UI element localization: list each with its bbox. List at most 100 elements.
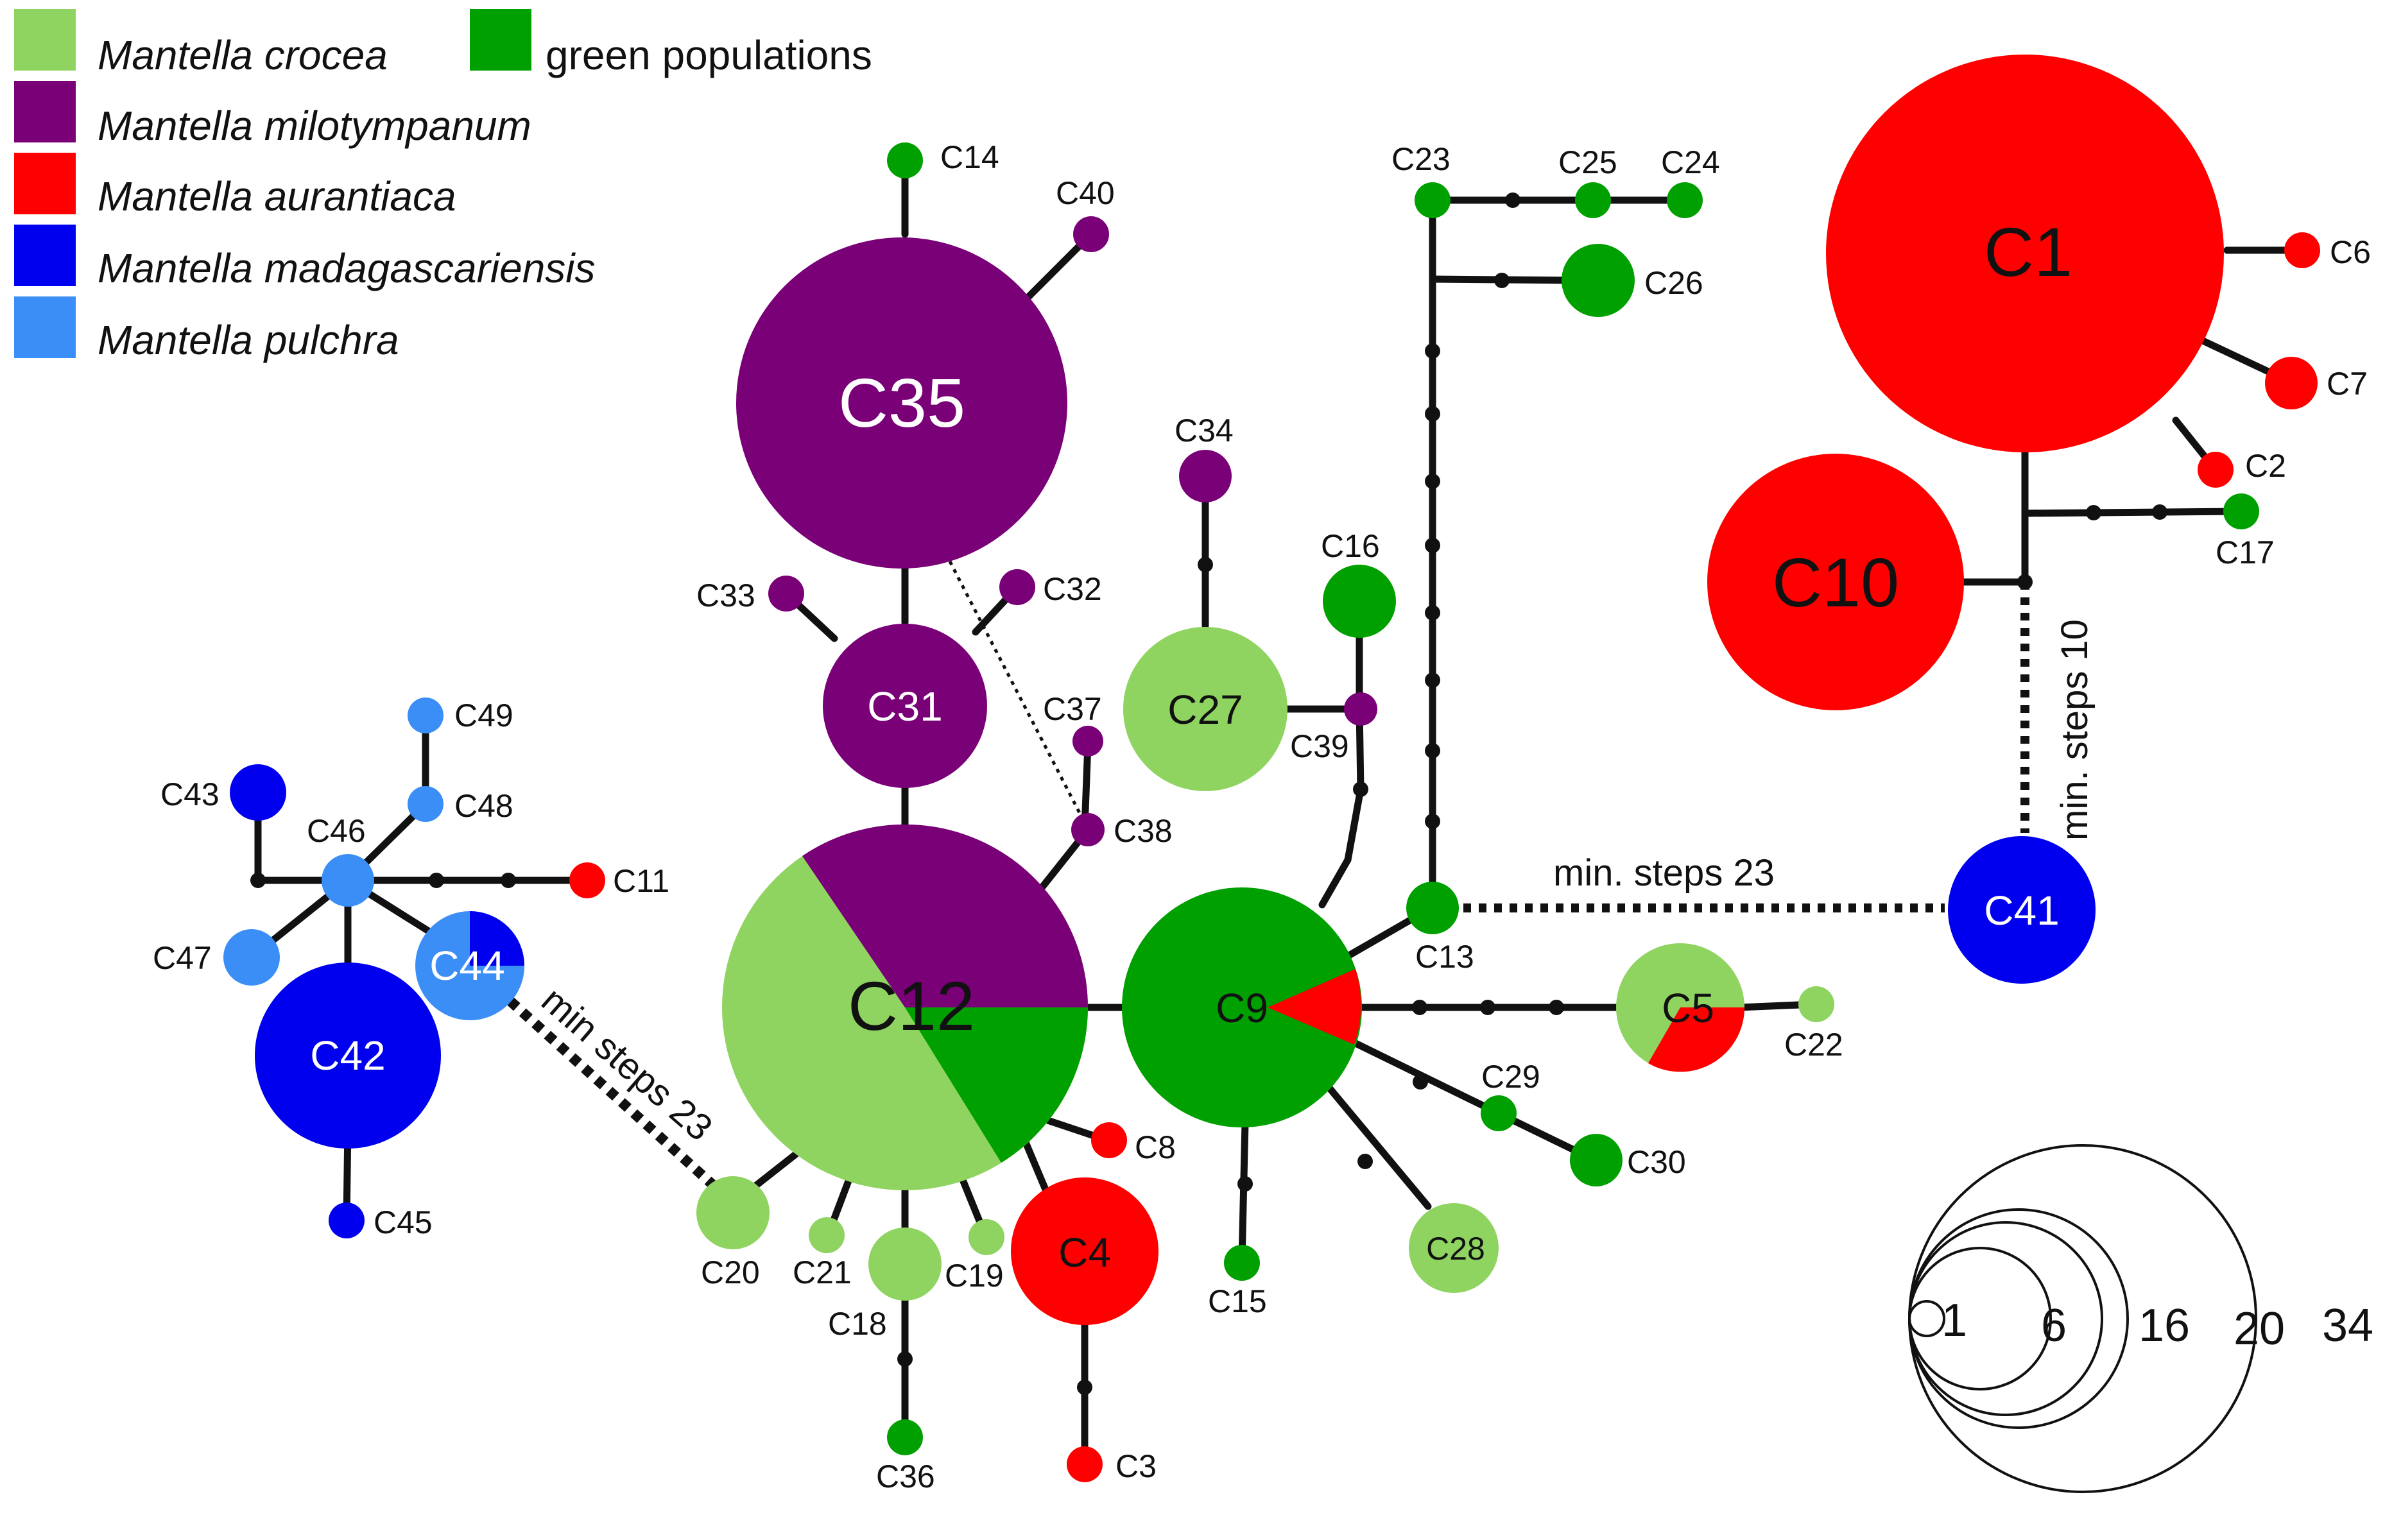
edge (1344, 785, 1365, 864)
node-label-c2: C2 (2245, 448, 2286, 484)
size-scale (1908, 1144, 2257, 1493)
haplotype-node-c18 (868, 1228, 942, 1301)
edge (2021, 508, 2244, 517)
mutation-dot (2086, 505, 2101, 520)
haplotype-node-c19 (969, 1219, 1004, 1255)
node-label-c12: C12 (848, 967, 975, 1045)
haplotype-node-c28 (1409, 1203, 1499, 1293)
node-label-c32: C32 (1043, 571, 1102, 607)
haplotype-nodes (223, 55, 2320, 1482)
c44-slice-madagascariensis (470, 911, 524, 966)
annotation-min-steps-23-left: min steps 23 (533, 979, 720, 1149)
mutation-dot (1505, 193, 1520, 208)
haplotype-node-c27 (1123, 627, 1287, 791)
haplotype-node-c32 (999, 569, 1035, 605)
haplotype-node-c49 (408, 697, 443, 733)
haplotype-node-c36 (887, 1419, 923, 1455)
haplotype-node-c1 (1826, 55, 2224, 452)
node-label-c34: C34 (1175, 413, 1234, 449)
legend-label-pulchra: Mantella pulchra (98, 317, 399, 363)
haplotype-node-c2 (2198, 452, 2234, 488)
node-label-c28: C28 (1426, 1231, 1485, 1267)
legend-label-milotympanum: Mantella milotympanum (98, 103, 531, 149)
haplotype-node-c21 (809, 1217, 845, 1253)
haplotype-node-c9 (1122, 887, 1362, 1127)
haplotype-node-c20 (696, 1176, 770, 1249)
node-labels: C35 C31 C27 C12 C9 C5 C4 C28 C1 C10 C41 … (153, 139, 2371, 1494)
size-scale-labels: 1 6 16 20 34 (1942, 1295, 2373, 1355)
scale-label-20: 20 (2234, 1303, 2285, 1355)
mutation-dot (2152, 504, 2167, 520)
haplotype-node-c30 (1570, 1134, 1623, 1186)
node-label-c42: C42 (310, 1032, 385, 1079)
node-label-c11: C11 (613, 863, 669, 899)
node-label-c45: C45 (374, 1204, 433, 1240)
haplotype-node-c31 (823, 624, 987, 788)
legend-swatch-madagascariensis (14, 225, 76, 286)
node-label-c25: C25 (1558, 144, 1617, 180)
legend-swatch-milotympanum (14, 81, 76, 142)
legend: Mantella crocea green populations Mantel… (14, 9, 872, 363)
mutation-dot (501, 873, 516, 888)
mutation-dot (897, 1351, 913, 1367)
node-label-c37: C37 (1043, 691, 1102, 727)
min-steps-connector-c44-c20 (506, 997, 723, 1194)
edge (1238, 1119, 1249, 1265)
haplotype-node-c29 (1481, 1095, 1517, 1131)
c5-slice-aurantiaca (1648, 1007, 1745, 1072)
haplotype-node-c14 (887, 142, 923, 178)
mutation-dot (2017, 574, 2033, 590)
mutation-dot (1425, 605, 1440, 620)
scale-label-16: 16 (2139, 1300, 2190, 1351)
haplotype-node-c15 (1224, 1245, 1260, 1281)
haplotype-node-c37 (1072, 726, 1103, 757)
node-label-c31: C31 (867, 683, 942, 730)
haplotype-node-c39 (1344, 692, 1377, 726)
mutation-dot (1413, 1074, 1428, 1090)
scale-label-6: 6 (2041, 1300, 2067, 1351)
node-label-c43: C43 (160, 776, 220, 812)
mutation-dot (1480, 1000, 1495, 1015)
long-connectors (506, 560, 2029, 1194)
haplotype-node-c48 (408, 786, 443, 822)
mutation-dot (1425, 538, 1440, 553)
haplotype-node-c34 (1179, 450, 1232, 502)
haplotype-node-c38 (1071, 813, 1105, 846)
mutation-dot (1198, 557, 1213, 572)
haplotype-node-c25 (1575, 182, 1611, 218)
haplotype-node-c6 (2284, 232, 2320, 268)
node-label-c46: C46 (307, 813, 366, 849)
mutation-dot (1549, 1000, 1564, 1015)
haplotype-node-c24 (1667, 182, 1703, 218)
node-label-c44: C44 (429, 943, 504, 989)
node-label-c30: C30 (1627, 1144, 1686, 1180)
legend-label-green: green populations (546, 32, 872, 78)
mutation-dot (1425, 814, 1440, 829)
legend-swatch-crocea (14, 9, 76, 71)
scale-circle-1 (1908, 1300, 1945, 1337)
legend-label-aurantiaca: Mantella aurantiaca (98, 173, 456, 219)
node-label-c4: C4 (1058, 1229, 1111, 1276)
legend-label-crocea: Mantella crocea (98, 32, 388, 78)
c9-slice-green (1122, 887, 1362, 1127)
node-label-c35: C35 (838, 364, 965, 441)
haplotype-node-c12 (722, 824, 1089, 1190)
node-label-c40: C40 (1056, 175, 1115, 211)
node-label-c26: C26 (1644, 265, 1703, 301)
node-label-c19: C19 (945, 1258, 1004, 1294)
edge (1318, 856, 1352, 909)
c44-slice-madagascariensis-lower (470, 966, 524, 1020)
node-label-c1: C1 (1984, 213, 2072, 291)
legend-swatch-green (470, 9, 531, 71)
edge (1312, 1068, 1432, 1210)
node-label-c9: C9 (1216, 985, 1268, 1031)
haplotype-node-c26 (1562, 244, 1635, 317)
scale-circle-6 (1908, 1247, 2052, 1390)
mutation-dot (1425, 672, 1440, 688)
node-label-c7: C7 (2327, 366, 2368, 402)
haplotype-node-c8 (1091, 1122, 1127, 1158)
mutation-dot (1425, 743, 1440, 758)
haplotype-node-c16 (1323, 565, 1396, 638)
mutation-dot (1425, 343, 1440, 359)
legend-label-madagascariensis: Mantella madagascariensis (98, 245, 596, 291)
